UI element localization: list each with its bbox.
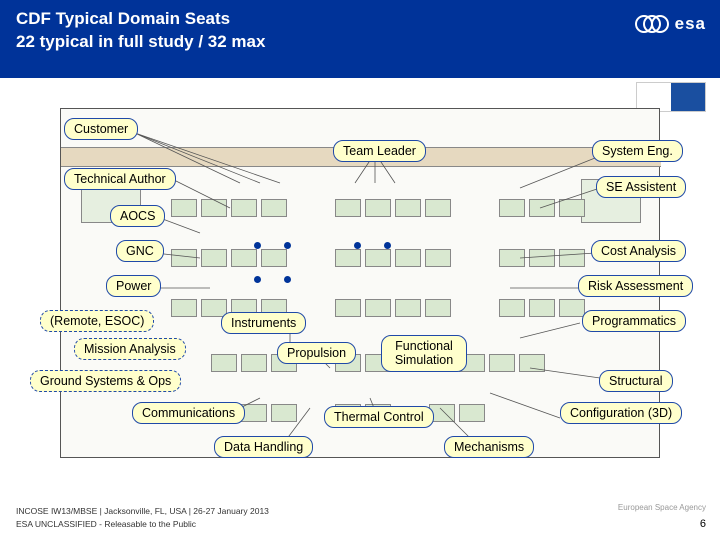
label-structural: Structural: [599, 370, 673, 392]
label-cost-analysis: Cost Analysis: [591, 240, 686, 262]
label-communications: Communications: [132, 402, 245, 424]
euro-agency-text: European Space Agency: [618, 503, 706, 512]
label-power: Power: [106, 275, 161, 297]
seat-dot: [284, 242, 291, 249]
label-programmatics: Programmatics: [582, 310, 686, 332]
seat-dot: [284, 276, 291, 283]
title-line2: 22 typical in full study / 32 max: [16, 32, 265, 51]
label-system-eng: System Eng.: [592, 140, 683, 162]
slide-header: CDF Typical Domain Seats 22 typical in f…: [0, 0, 720, 78]
logo-text: esa: [675, 14, 706, 34]
label-technical-author: Technical Author: [64, 168, 176, 190]
desk-row-2: [171, 249, 585, 267]
title-line1: CDF Typical Domain Seats: [16, 9, 230, 28]
desk-row-4: [211, 354, 545, 372]
slide-title: CDF Typical Domain Seats 22 typical in f…: [16, 8, 704, 54]
label-data-handling: Data Handling: [214, 436, 313, 458]
esa-logo: esa: [635, 12, 706, 36]
seat-dot: [354, 242, 361, 249]
label-mechanisms: Mechanisms: [444, 436, 534, 458]
label-gnc: GNC: [116, 240, 164, 262]
seat-dot: [254, 276, 261, 283]
page-number: 6: [700, 518, 706, 530]
footer-line2: ESA UNCLASSIFIED - Releasable to the Pub…: [16, 518, 269, 532]
slide-footer: INCOSE IW13/MBSE | Jacksonville, FL, USA…: [16, 505, 269, 532]
label-functional-sim: Functional Simulation: [381, 335, 467, 372]
label-propulsion: Propulsion: [277, 342, 356, 364]
label-customer: Customer: [64, 118, 138, 140]
seat-dot: [384, 242, 391, 249]
logo-rings-icon: [635, 12, 669, 36]
desk-row-1: [171, 199, 585, 217]
seat-dot: [254, 242, 261, 249]
label-team-leader: Team Leader: [333, 140, 426, 162]
label-thermal-control: Thermal Control: [324, 406, 434, 428]
label-aocs: AOCS: [110, 205, 165, 227]
label-risk-assessment: Risk Assessment: [578, 275, 693, 297]
label-remote-esoc: (Remote, ESOC): [40, 310, 154, 332]
label-mission-analysis: Mission Analysis: [74, 338, 186, 360]
label-instruments: Instruments: [221, 312, 306, 334]
label-configuration-3d: Configuration (3D): [560, 402, 682, 424]
footer-line1: INCOSE IW13/MBSE | Jacksonville, FL, USA…: [16, 505, 269, 519]
label-se-assistant: SE Assistent: [596, 176, 686, 198]
label-ground-systems: Ground Systems & Ops: [30, 370, 181, 392]
